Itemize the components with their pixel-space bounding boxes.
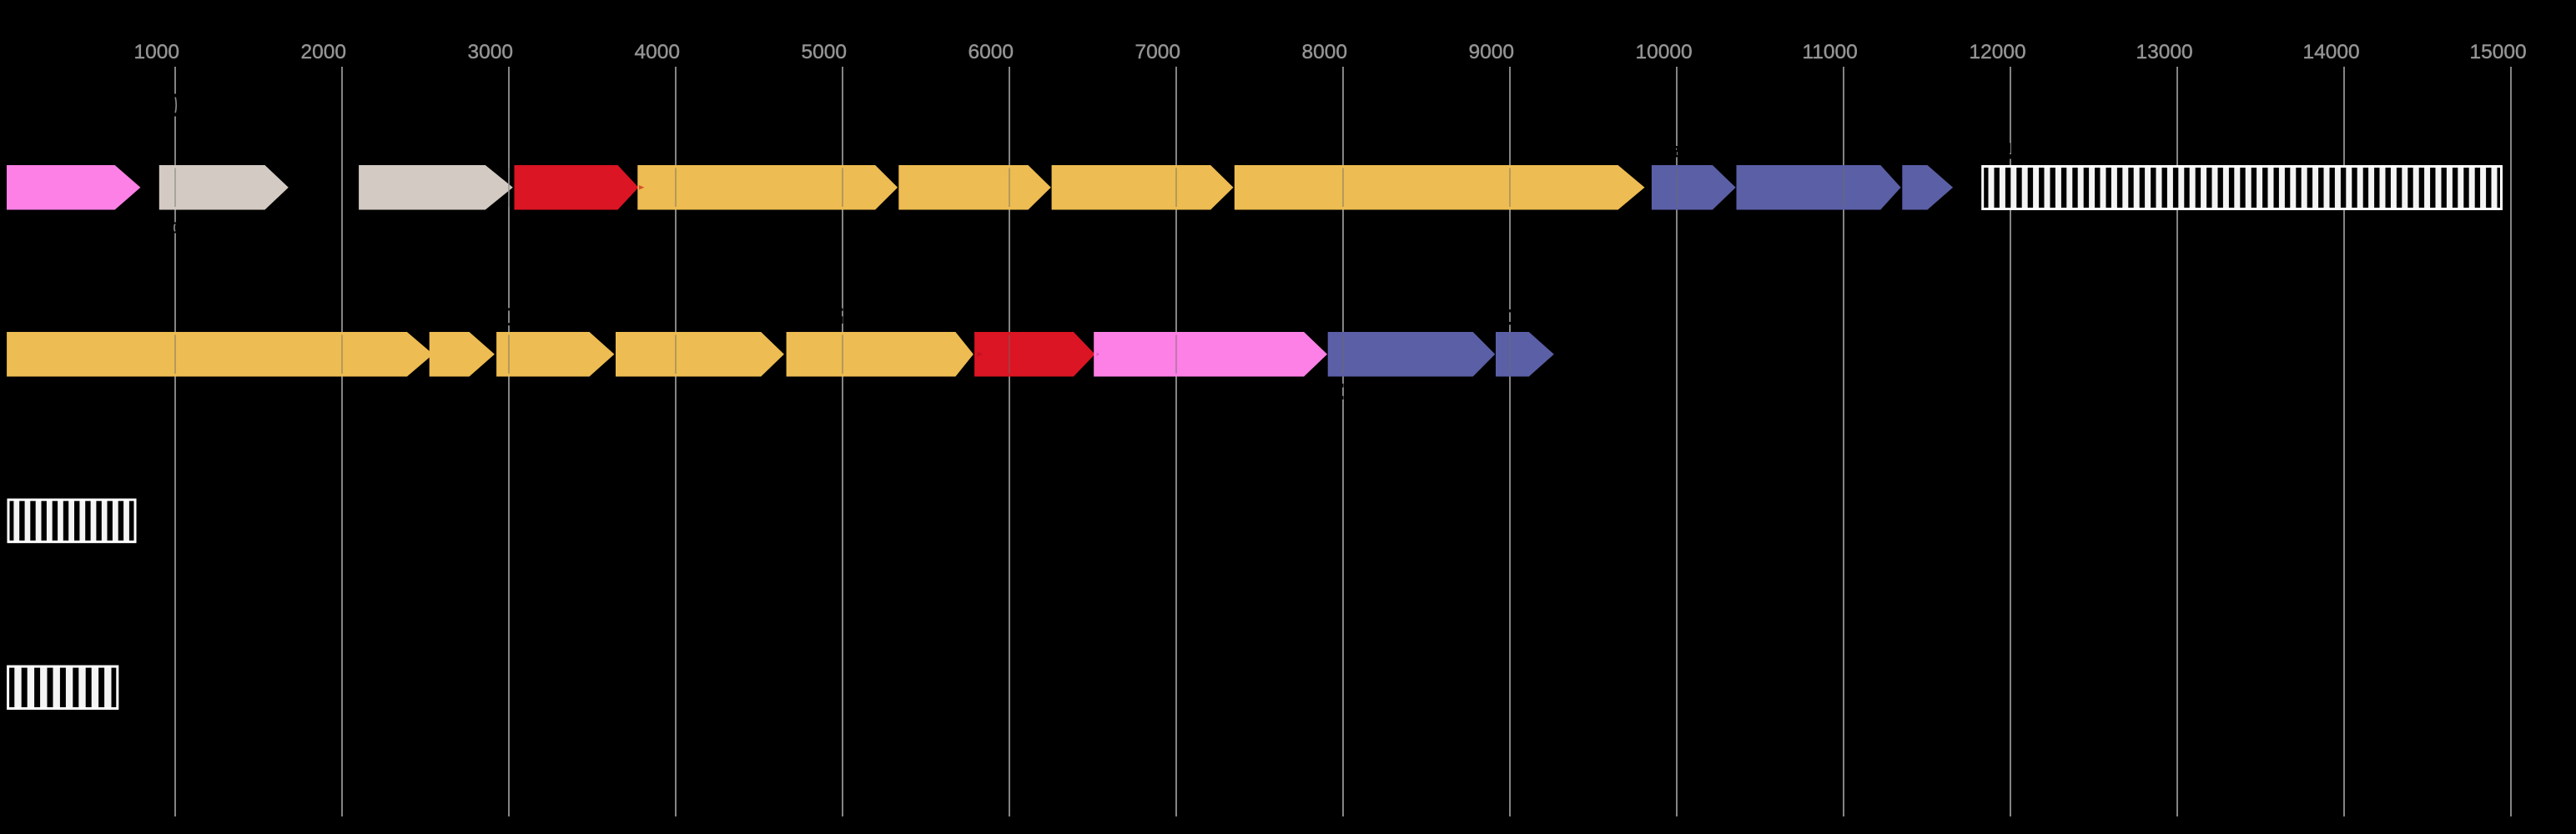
svg-text:8000: 8000 [1302, 41, 1348, 63]
svg-text:2000: 2000 [301, 41, 347, 63]
svg-text:1000: 1000 [134, 41, 180, 63]
svg-text:11000: 11000 [1803, 41, 1858, 63]
svg-text:5000: 5000 [802, 41, 848, 63]
svg-text:13000: 13000 [2136, 41, 2193, 63]
svg-text:12000: 12000 [1970, 41, 2026, 63]
svg-text:15000: 15000 [2470, 41, 2527, 63]
svg-text:14000: 14000 [2303, 41, 2360, 63]
svg-text:10000: 10000 [1636, 41, 1693, 63]
svg-text:6000: 6000 [969, 41, 1014, 63]
svg-text:3000: 3000 [468, 41, 514, 63]
svg-text:9000: 9000 [1469, 41, 1515, 63]
svg-text:4000: 4000 [635, 41, 681, 63]
svg-text:7000: 7000 [1135, 41, 1181, 63]
